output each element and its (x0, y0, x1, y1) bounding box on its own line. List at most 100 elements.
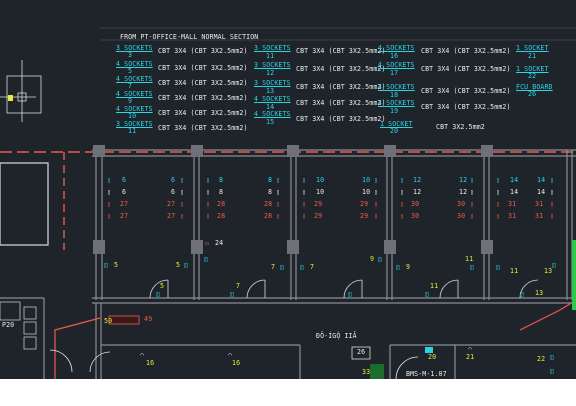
room-socket-number: 6 (171, 176, 176, 184)
socket-symbol-icon: ▯ (374, 200, 379, 208)
circuit-number: 19 (390, 107, 399, 115)
socket-label: 4 SOCKETS (378, 83, 415, 91)
outlet-symbol-icon: ◫ (156, 290, 161, 298)
socket-symbol-icon: ▯ (180, 176, 185, 184)
circuit-number: 11 (266, 52, 275, 60)
socket-symbol-icon: ▯ (206, 212, 211, 220)
room-socket-number: 8 (219, 176, 224, 184)
socket-symbol-icon: ▯ (276, 200, 281, 208)
outlet-symbol-icon: ◫ (496, 263, 501, 271)
room-socket-number: 6 (122, 176, 127, 184)
socket-symbol-icon: ▯ (276, 188, 281, 196)
cable-spec: CBT 3X4 (CBT 3X2.5mm2) (296, 65, 386, 73)
outlet-symbol-icon: ◫ (550, 353, 555, 361)
socket-label: 3 SOCKETS (254, 44, 291, 52)
room-socket-number: 10 (362, 176, 371, 184)
room-socket-number: 14 (510, 188, 519, 196)
socket-symbol-icon: ▯ (550, 200, 555, 208)
panel-boxes (0, 301, 37, 350)
cable-spec: CBT 3X4 (CBT 3X2.5mm2) (296, 115, 386, 123)
tag-number: 24 (215, 239, 224, 247)
circuit-number: 20 (390, 127, 399, 135)
room-socket-number: 29 (314, 212, 323, 220)
room-socket-number: 31 (535, 212, 544, 220)
circuit-number: 18 (390, 91, 399, 99)
room-socket-number: 30 (457, 200, 466, 208)
outlet-symbol-icon: ◫ (552, 261, 557, 269)
room-socket-number: 27 (120, 212, 129, 220)
socket-symbol-icon: ▯ (374, 176, 379, 184)
blank-area (0, 379, 576, 406)
socket-symbol-icon: ▯ (400, 188, 405, 196)
outlet-symbol-icon: ◫ (396, 263, 401, 271)
room-socket-number: 12 (459, 176, 468, 184)
ucs-crosshair-icon[interactable] (0, 60, 42, 122)
tag-number: 33 (362, 368, 371, 376)
outlet-number: 9 (406, 263, 411, 271)
room-socket-number: 10 (362, 188, 371, 196)
cable-spec: CBT 3X4 (CBT 3X2.5mm2) (158, 109, 248, 117)
green-marker (572, 240, 576, 310)
socket-symbol-icon: ▯ (206, 200, 211, 208)
socket-symbol-icon: ▯ (107, 212, 112, 220)
socket-symbol-icon: ▯ (400, 176, 405, 184)
circuit-number: 3 (128, 51, 133, 59)
cable-spec: CBT 3X4 (CBT 3X2.5mm2) (158, 79, 248, 87)
outlet-symbol-icon: ◫ (520, 290, 525, 298)
outlet-symbol-icon: ◫ (230, 290, 235, 298)
room-socket-number: 31 (508, 212, 517, 220)
outlet-symbol-icon: ◫ (550, 367, 555, 375)
circuit-number: 15 (266, 118, 275, 126)
cable-spec: CBT 3X4 (CBT 3X2.5mm2) (421, 103, 511, 111)
room-socket-number: 8 (219, 188, 224, 196)
outlet-number: 7 (310, 263, 315, 271)
outlet-symbol-icon: ◫ (348, 290, 353, 298)
room-tag: 26 (357, 348, 366, 356)
socket-symbol-icon: ▯ (302, 200, 307, 208)
socket-symbol-icon: ▯ (400, 200, 405, 208)
outlet-number: 11 (510, 267, 519, 275)
socket-label: 3 SOCKETS (254, 79, 291, 87)
room-outline (0, 162, 49, 246)
structural-columns (93, 145, 493, 254)
room-name: ĐÔ-ÍGỘ IIẢ (316, 332, 357, 340)
outlet-symbol-icon: ◫ (300, 263, 305, 271)
socket-label: 4 SOCKETS (116, 105, 153, 113)
cable-spec: CBT 3X2.5mm2 (436, 123, 485, 131)
panel-tag: P20 (2, 321, 15, 329)
cable-spec: CBT 3X4 (CBT 3X2.5mm2) (158, 94, 248, 102)
circuit-number: 12 (266, 69, 275, 77)
room-socket-number: 31 (535, 200, 544, 208)
room-socket-number: 30 (411, 200, 420, 208)
outlet-number: 5 (114, 261, 119, 269)
circuit-number: 14 (266, 103, 275, 111)
tag-number: 22 (537, 355, 546, 363)
room-tag-box (351, 346, 371, 360)
tag-number: 49 (144, 315, 153, 323)
tag-number: 16 (232, 359, 241, 367)
circuit-number: 17 (390, 69, 399, 77)
socket-symbol-icon: ▯ (496, 176, 501, 184)
socket-symbol-icon: ▯ (470, 176, 475, 184)
room-socket-number: 6 (171, 188, 176, 196)
lighting-symbol-icon: ◠ (468, 345, 473, 353)
room-socket-number: 28 (264, 200, 273, 208)
socket-label: 4 SOCKETS (116, 60, 153, 68)
socket-symbol-icon: ▯ (496, 188, 501, 196)
room-socket-number: 12 (413, 188, 422, 196)
socket-symbol-icon: ▯ (180, 212, 185, 220)
socket-symbol-icon: ▯ (107, 200, 112, 208)
socket-symbol-icon: ▯ (107, 188, 112, 196)
room-socket-number: 12 (459, 188, 468, 196)
tag-number: 16 (146, 359, 155, 367)
room-socket-number: 8 (268, 188, 273, 196)
outlet-symbol-icon: ◫ (470, 263, 475, 271)
socket-label: 4 SOCKETS (378, 61, 415, 69)
cable-spec: CBT 3X4 (CBT 3X2.5mm2) (296, 47, 386, 55)
socket-symbol-icon: ▯ (180, 200, 185, 208)
door-swings-lower (49, 349, 419, 379)
equipment-block (370, 364, 384, 379)
circuit-number: 26 (528, 90, 537, 98)
socket-label: 4 SOCKETS (116, 90, 153, 98)
